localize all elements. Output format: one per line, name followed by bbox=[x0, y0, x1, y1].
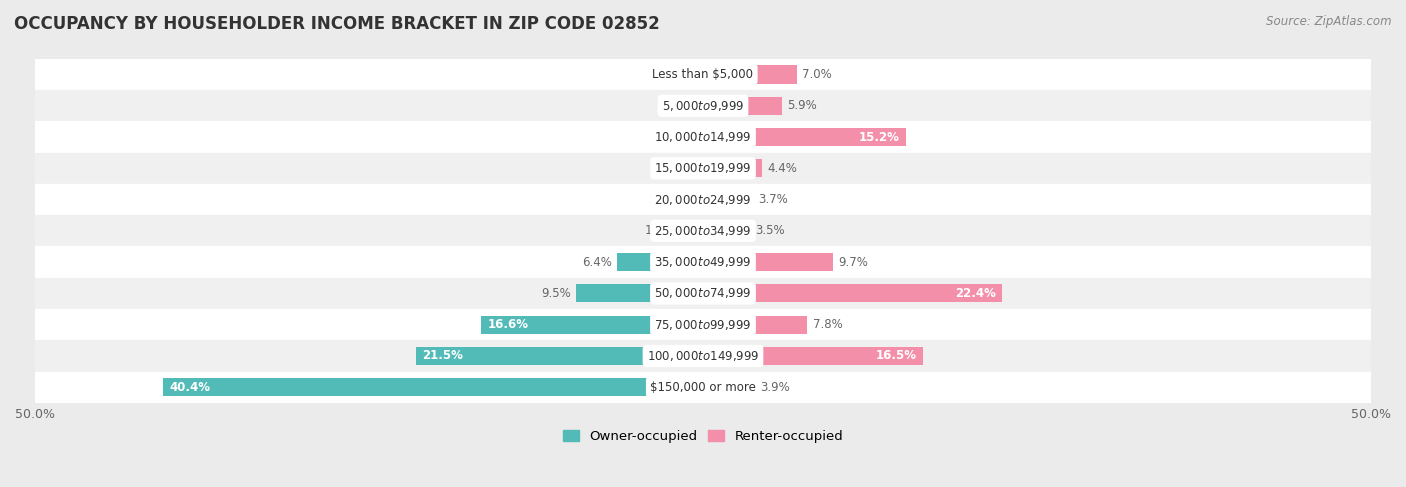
Bar bbox=[163, 378, 703, 396]
Bar bbox=[35, 309, 1371, 340]
Bar bbox=[703, 159, 762, 177]
Bar bbox=[703, 284, 1002, 302]
Text: 0.76%: 0.76% bbox=[650, 68, 688, 81]
Text: 4.4%: 4.4% bbox=[768, 162, 797, 175]
Text: Source: ZipAtlas.com: Source: ZipAtlas.com bbox=[1267, 15, 1392, 28]
Bar bbox=[703, 65, 797, 84]
Text: 7.0%: 7.0% bbox=[801, 68, 831, 81]
Bar bbox=[703, 222, 749, 240]
Text: $15,000 to $19,999: $15,000 to $19,999 bbox=[654, 161, 752, 175]
Text: OCCUPANCY BY HOUSEHOLDER INCOME BRACKET IN ZIP CODE 02852: OCCUPANCY BY HOUSEHOLDER INCOME BRACKET … bbox=[14, 15, 659, 33]
Legend: Owner-occupied, Renter-occupied: Owner-occupied, Renter-occupied bbox=[558, 424, 848, 448]
Text: 1.4%: 1.4% bbox=[650, 162, 679, 175]
Text: $10,000 to $14,999: $10,000 to $14,999 bbox=[654, 130, 752, 144]
Bar bbox=[681, 222, 703, 240]
Text: 3.9%: 3.9% bbox=[761, 381, 790, 393]
Bar bbox=[35, 340, 1371, 372]
Text: 9.5%: 9.5% bbox=[541, 287, 571, 300]
Text: $150,000 or more: $150,000 or more bbox=[650, 381, 756, 393]
Bar bbox=[35, 372, 1371, 403]
Text: 16.6%: 16.6% bbox=[488, 318, 529, 331]
Bar bbox=[35, 59, 1371, 90]
Text: $100,000 to $149,999: $100,000 to $149,999 bbox=[647, 349, 759, 363]
Text: 40.4%: 40.4% bbox=[170, 381, 211, 393]
Text: 7.8%: 7.8% bbox=[813, 318, 842, 331]
Text: 16.5%: 16.5% bbox=[876, 350, 917, 362]
Bar bbox=[35, 246, 1371, 278]
Bar bbox=[35, 152, 1371, 184]
Bar bbox=[703, 378, 755, 396]
Bar bbox=[703, 253, 832, 271]
Text: 21.5%: 21.5% bbox=[422, 350, 464, 362]
Text: $50,000 to $74,999: $50,000 to $74,999 bbox=[654, 286, 752, 300]
Bar bbox=[703, 97, 782, 115]
Text: Less than $5,000: Less than $5,000 bbox=[652, 68, 754, 81]
Bar bbox=[700, 128, 703, 146]
Text: 0.23%: 0.23% bbox=[658, 99, 695, 112]
Bar bbox=[576, 284, 703, 302]
Bar bbox=[35, 90, 1371, 121]
Text: 3.7%: 3.7% bbox=[758, 193, 787, 206]
Text: 22.4%: 22.4% bbox=[955, 287, 995, 300]
Bar bbox=[703, 347, 924, 365]
Text: 6.4%: 6.4% bbox=[582, 256, 612, 269]
Bar bbox=[416, 347, 703, 365]
Bar bbox=[481, 316, 703, 334]
Text: 1.7%: 1.7% bbox=[645, 225, 675, 237]
Bar bbox=[617, 253, 703, 271]
Text: 9.7%: 9.7% bbox=[838, 256, 868, 269]
Bar bbox=[685, 159, 703, 177]
Bar bbox=[35, 215, 1371, 246]
Text: 3.5%: 3.5% bbox=[755, 225, 785, 237]
Text: $35,000 to $49,999: $35,000 to $49,999 bbox=[654, 255, 752, 269]
Bar bbox=[703, 190, 752, 208]
Text: $5,000 to $9,999: $5,000 to $9,999 bbox=[662, 99, 744, 113]
Text: 15.2%: 15.2% bbox=[859, 131, 900, 144]
Bar bbox=[35, 121, 1371, 152]
Text: 0.2%: 0.2% bbox=[665, 131, 695, 144]
Text: $25,000 to $34,999: $25,000 to $34,999 bbox=[654, 224, 752, 238]
Text: 1.4%: 1.4% bbox=[650, 193, 679, 206]
Text: $75,000 to $99,999: $75,000 to $99,999 bbox=[654, 318, 752, 332]
Bar bbox=[703, 128, 905, 146]
Bar bbox=[685, 190, 703, 208]
Bar bbox=[35, 278, 1371, 309]
Bar bbox=[700, 97, 703, 115]
Bar bbox=[703, 316, 807, 334]
Text: 5.9%: 5.9% bbox=[787, 99, 817, 112]
Bar bbox=[35, 184, 1371, 215]
Text: $20,000 to $24,999: $20,000 to $24,999 bbox=[654, 192, 752, 206]
Bar bbox=[693, 65, 703, 84]
